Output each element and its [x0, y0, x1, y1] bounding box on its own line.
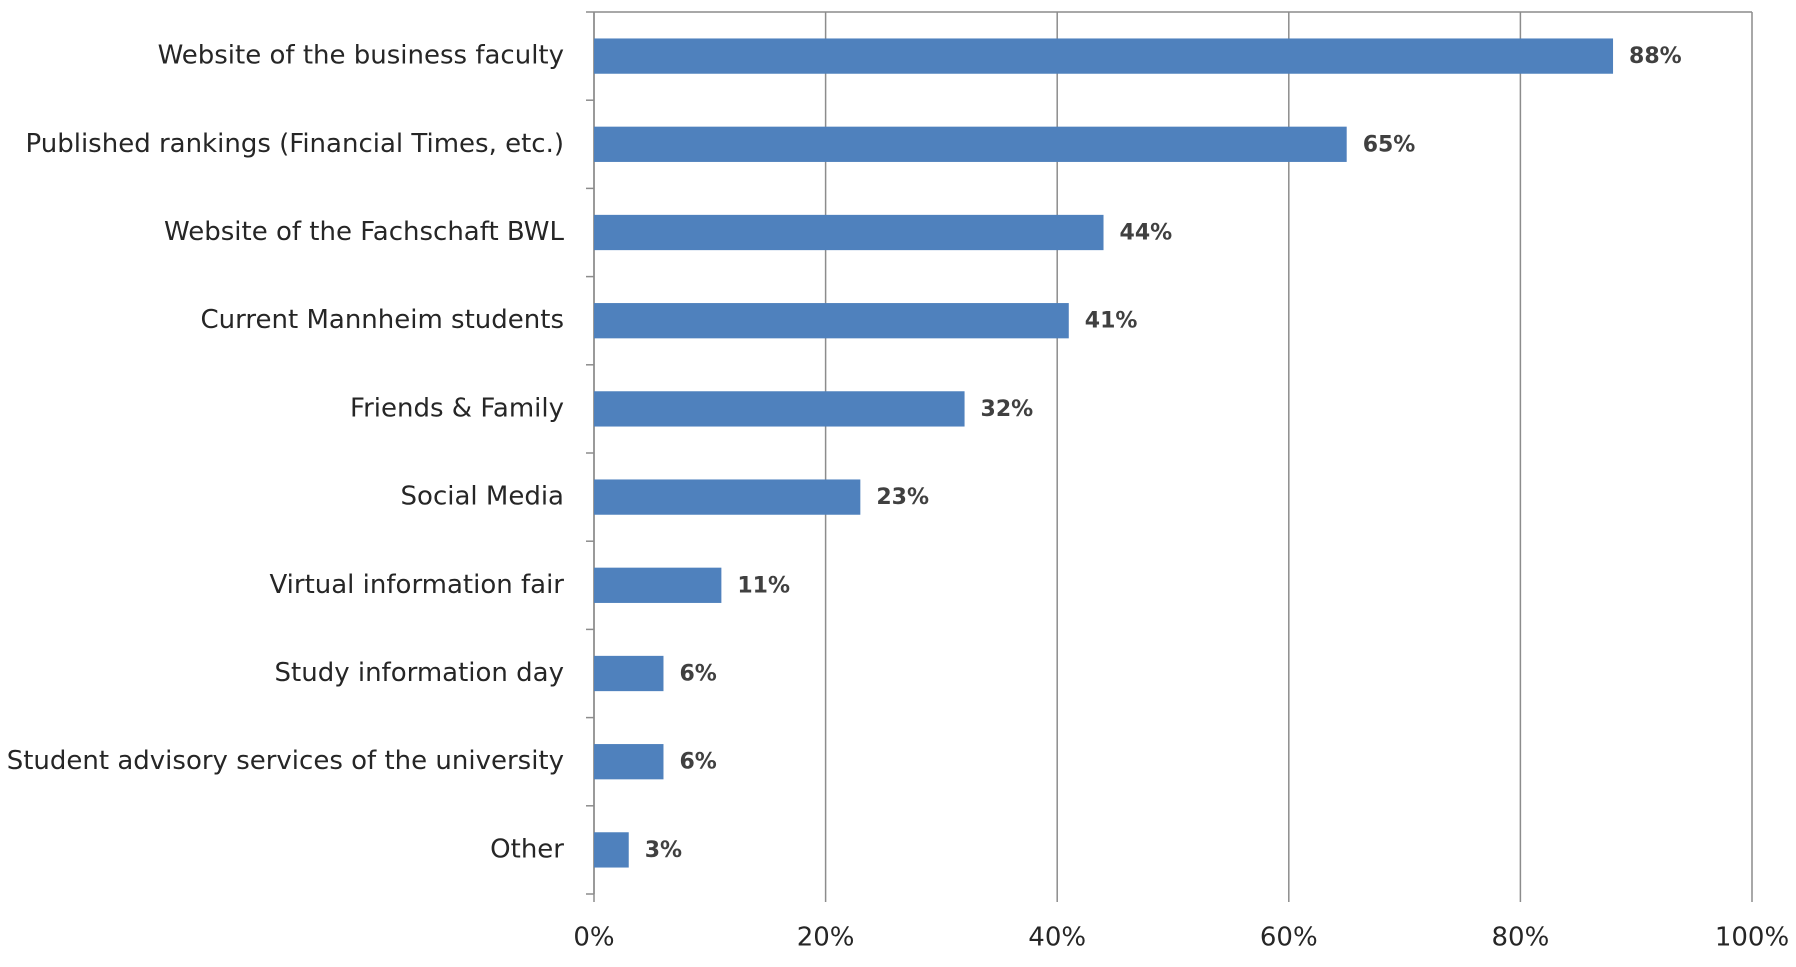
y-tick-label: Friends & Family	[350, 393, 564, 423]
x-tick-label: 100%	[1715, 923, 1789, 953]
bar	[594, 744, 664, 780]
bar	[594, 479, 861, 515]
value-label: 32%	[981, 397, 1034, 422]
value-label: 44%	[1120, 221, 1173, 246]
y-tick-label: Virtual information fair	[269, 570, 564, 600]
value-label: 3%	[645, 838, 682, 863]
x-tick-label: 20%	[797, 923, 855, 953]
y-tick-label: Website of the Fachschaft BWL	[164, 217, 564, 247]
value-label: 23%	[876, 485, 929, 510]
x-tick-label: 40%	[1028, 923, 1086, 953]
x-tick-label: 0%	[573, 923, 614, 953]
value-label: 41%	[1085, 309, 1138, 334]
bar	[594, 303, 1069, 339]
x-tick-label: 60%	[1260, 923, 1318, 953]
y-tick-label: Published rankings (Financial Times, etc…	[26, 129, 564, 159]
y-tick-label: Study information day	[275, 658, 564, 688]
y-tick-label: Website of the business faculty	[158, 41, 564, 71]
bar	[594, 214, 1104, 251]
value-label: 88%	[1629, 44, 1682, 69]
value-label: 6%	[679, 750, 716, 775]
y-tick-label: Social Media	[401, 482, 564, 512]
value-label: 65%	[1363, 132, 1416, 157]
bar	[594, 126, 1347, 162]
x-tick-label: 80%	[1492, 923, 1550, 953]
value-label: 6%	[679, 662, 716, 687]
bar	[594, 567, 722, 603]
bar	[594, 832, 629, 868]
y-tick-label: Student advisory services of the univers…	[7, 746, 564, 776]
value-label: 11%	[737, 573, 790, 598]
bar	[594, 655, 664, 692]
bar	[594, 38, 1614, 74]
bar	[594, 391, 965, 427]
y-tick-label: Other	[490, 834, 564, 864]
y-tick-label: Current Mannheim students	[201, 305, 564, 335]
